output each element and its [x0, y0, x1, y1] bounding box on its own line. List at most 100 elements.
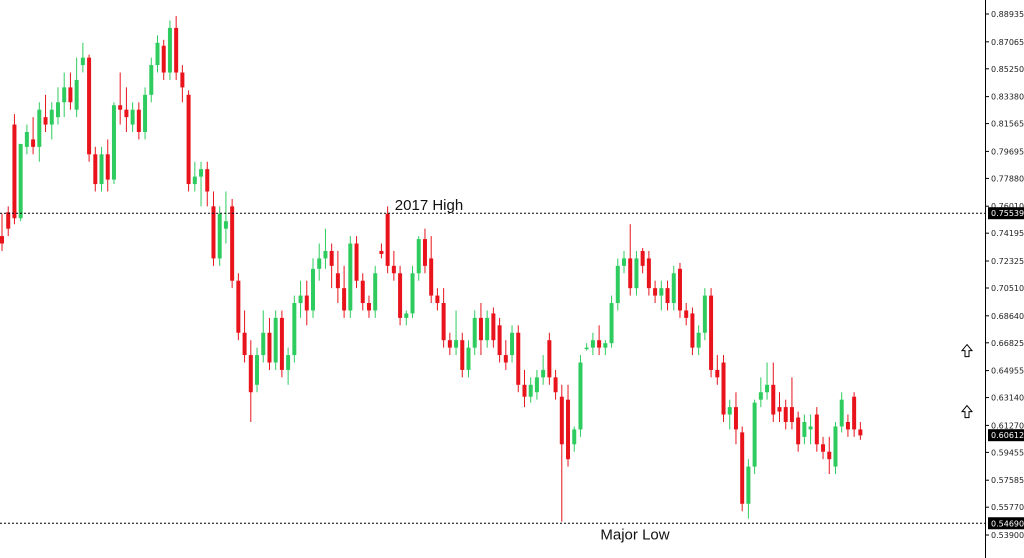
candle [93, 146, 98, 192]
candle [360, 273, 365, 311]
candle [721, 355, 726, 422]
candle-body [690, 313, 695, 348]
candle [31, 117, 36, 155]
candle-body [385, 213, 390, 266]
candle [821, 436, 826, 460]
candle [379, 243, 384, 259]
candle-body [149, 65, 154, 95]
candle [385, 206, 390, 274]
candle [230, 198, 235, 289]
candle [802, 414, 807, 445]
candle [348, 236, 353, 318]
candle [690, 307, 695, 356]
candle [80, 42, 85, 73]
candle-body [391, 265, 396, 274]
candle [777, 392, 782, 422]
candle [491, 307, 496, 348]
candle-body [522, 384, 527, 397]
candle [752, 399, 757, 475]
svg-text:0.75539: 0.75539 [991, 209, 1024, 218]
candle-body [354, 243, 359, 281]
candle [609, 295, 614, 348]
candle [398, 265, 403, 326]
price-tick-label: 0.53900 [991, 531, 1024, 540]
candle-body [342, 288, 347, 311]
candle-body [167, 27, 172, 73]
annotation-2017-high: 2017 High [395, 197, 463, 214]
candle [765, 362, 770, 400]
major-low-level-label: 0.54690 [988, 517, 1024, 530]
candle [653, 280, 658, 304]
candle-body [777, 407, 782, 412]
candle [155, 35, 160, 73]
candle-body [74, 79, 79, 110]
candle-body [31, 139, 36, 147]
candle [74, 57, 79, 118]
price-tick-label: 0.81565 [991, 120, 1024, 129]
candle [311, 258, 315, 318]
candle-body [547, 340, 552, 378]
candle [24, 124, 29, 155]
candle [99, 146, 104, 192]
candle-body [130, 109, 135, 125]
candle-body [105, 154, 110, 180]
candle-body [485, 317, 490, 341]
candle-body [429, 258, 434, 296]
candle-body [379, 250, 384, 254]
price-tick-label: 0.72325 [991, 257, 1024, 266]
candle-body [279, 317, 284, 370]
candle [522, 369, 527, 408]
candle [429, 236, 434, 304]
candle-body [223, 221, 228, 229]
candle [124, 87, 129, 133]
candle-body [783, 407, 788, 422]
candle-body [572, 429, 577, 445]
candle-body [155, 42, 160, 66]
candle-body [696, 332, 701, 348]
candle [497, 317, 502, 363]
candle [292, 295, 297, 363]
candle [298, 280, 303, 318]
candle-body [87, 57, 92, 155]
candle-body [404, 313, 409, 318]
candle-body [435, 295, 440, 304]
candle [796, 411, 801, 452]
candle-body [622, 258, 626, 266]
candle [814, 407, 819, 452]
candle-body [671, 273, 676, 304]
price-tick-label: 0.77880 [991, 174, 1024, 183]
candle [391, 250, 396, 281]
candle [634, 250, 639, 296]
price-tick-label: 0.70510 [991, 284, 1024, 293]
2017-high-level-label: 0.75539 [988, 207, 1024, 220]
candle-body [559, 396, 564, 445]
candle [242, 310, 247, 363]
candle-body [814, 414, 819, 445]
candle [62, 72, 67, 118]
candle [0, 213, 4, 251]
candle [541, 355, 546, 385]
candle-body [858, 429, 863, 436]
candle [335, 250, 340, 304]
candle [833, 421, 838, 475]
price-tick-label: 0.59455 [991, 448, 1024, 457]
candle [199, 161, 204, 207]
candle-body [590, 340, 595, 348]
candle-body [510, 332, 515, 356]
candle-body [205, 169, 210, 192]
candle-body [578, 362, 583, 430]
candle [342, 265, 347, 318]
candle [37, 102, 42, 162]
candle-body [111, 105, 116, 180]
candle-body [236, 280, 241, 333]
candle [615, 258, 620, 311]
candle [659, 280, 664, 311]
candle-body [603, 343, 608, 348]
candle [466, 340, 471, 378]
candle-body [298, 295, 303, 304]
candle [460, 332, 465, 378]
candle-body [472, 317, 477, 348]
svg-text:0.60612: 0.60612 [991, 431, 1024, 440]
candle-body [68, 87, 73, 103]
